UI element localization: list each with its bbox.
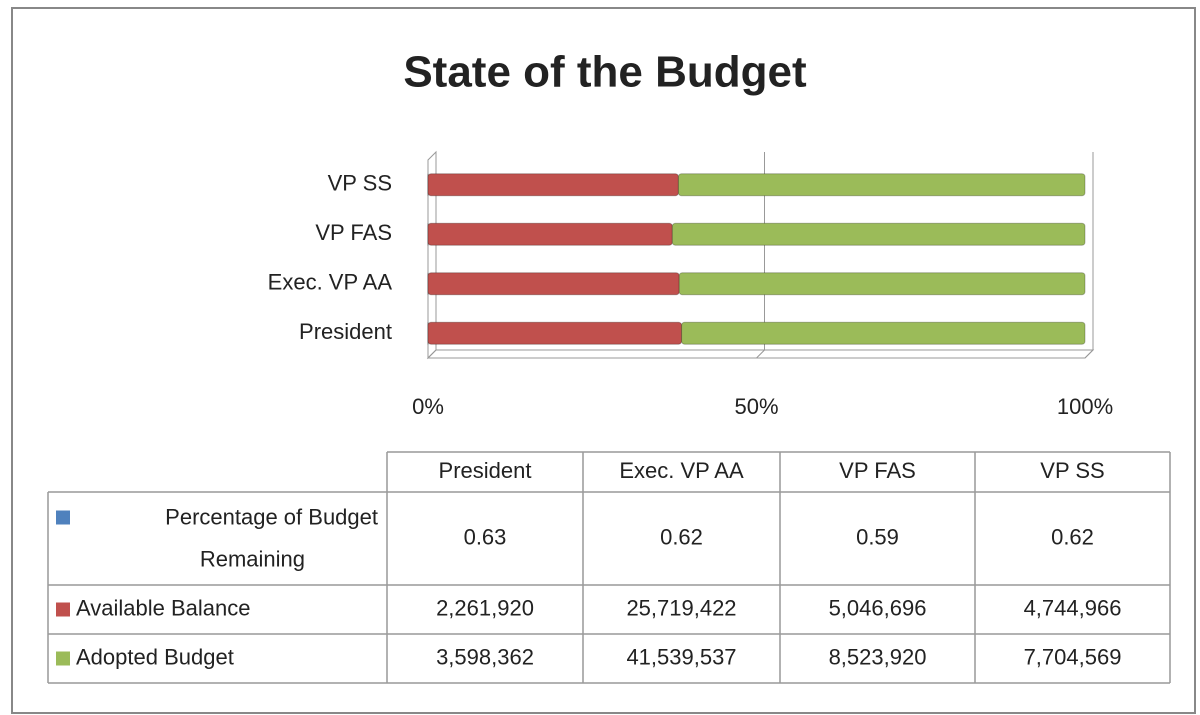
grid-line <box>756 152 765 359</box>
y-tick-label: VP SS <box>328 171 392 196</box>
chart-title: State of the Budget <box>403 48 807 97</box>
grid-line <box>1084 152 1094 359</box>
legend-key <box>56 602 70 617</box>
table-cell: 7,704,569 <box>1024 644 1122 669</box>
bar-segment <box>427 222 673 246</box>
bar-segment <box>427 321 683 345</box>
table-cell: 0.62 <box>1051 524 1094 549</box>
table-header: President <box>439 458 532 483</box>
y-tick-label: President <box>299 319 392 344</box>
table-header: Exec. VP AA <box>619 458 744 483</box>
table-cell: 8,523,920 <box>829 644 927 669</box>
table-cell: 25,719,422 <box>626 595 736 620</box>
legend-label: Adopted Budget <box>76 644 234 669</box>
y-tick-label: Exec. VP AA <box>268 270 393 295</box>
table-header: VP FAS <box>839 458 916 483</box>
table-cell: 0.62 <box>660 524 703 549</box>
legend-label-wrapped: Remaining <box>200 546 305 571</box>
table-cell: 3,598,362 <box>436 644 534 669</box>
table-cell: 4,744,966 <box>1024 595 1122 620</box>
legend-label: Available Balance <box>76 595 251 620</box>
legend-label-wrapped: Percentage of Budget <box>165 504 378 529</box>
x-tick-label: 0% <box>412 394 444 419</box>
bar-segment <box>681 321 1086 345</box>
bar-segment <box>678 272 1086 296</box>
bar-segment <box>427 173 679 197</box>
grid-line <box>427 152 437 359</box>
x-tick-label: 50% <box>734 394 778 419</box>
bar-segment <box>677 173 1086 197</box>
table-cell: 0.59 <box>856 524 899 549</box>
bar-segment <box>671 222 1086 246</box>
table-cell: 5,046,696 <box>829 595 927 620</box>
legend-key <box>56 510 70 525</box>
x-tick-label: 100% <box>1057 394 1113 419</box>
legend-key <box>56 651 70 666</box>
table-cell: 0.63 <box>464 524 507 549</box>
chart-frame <box>11 7 1196 714</box>
y-tick-label: VP FAS <box>315 220 392 245</box>
table-cell: 41,539,537 <box>626 644 736 669</box>
bar-segment <box>427 272 680 296</box>
table-header: VP SS <box>1040 458 1104 483</box>
table-cell: 2,261,920 <box>436 595 534 620</box>
